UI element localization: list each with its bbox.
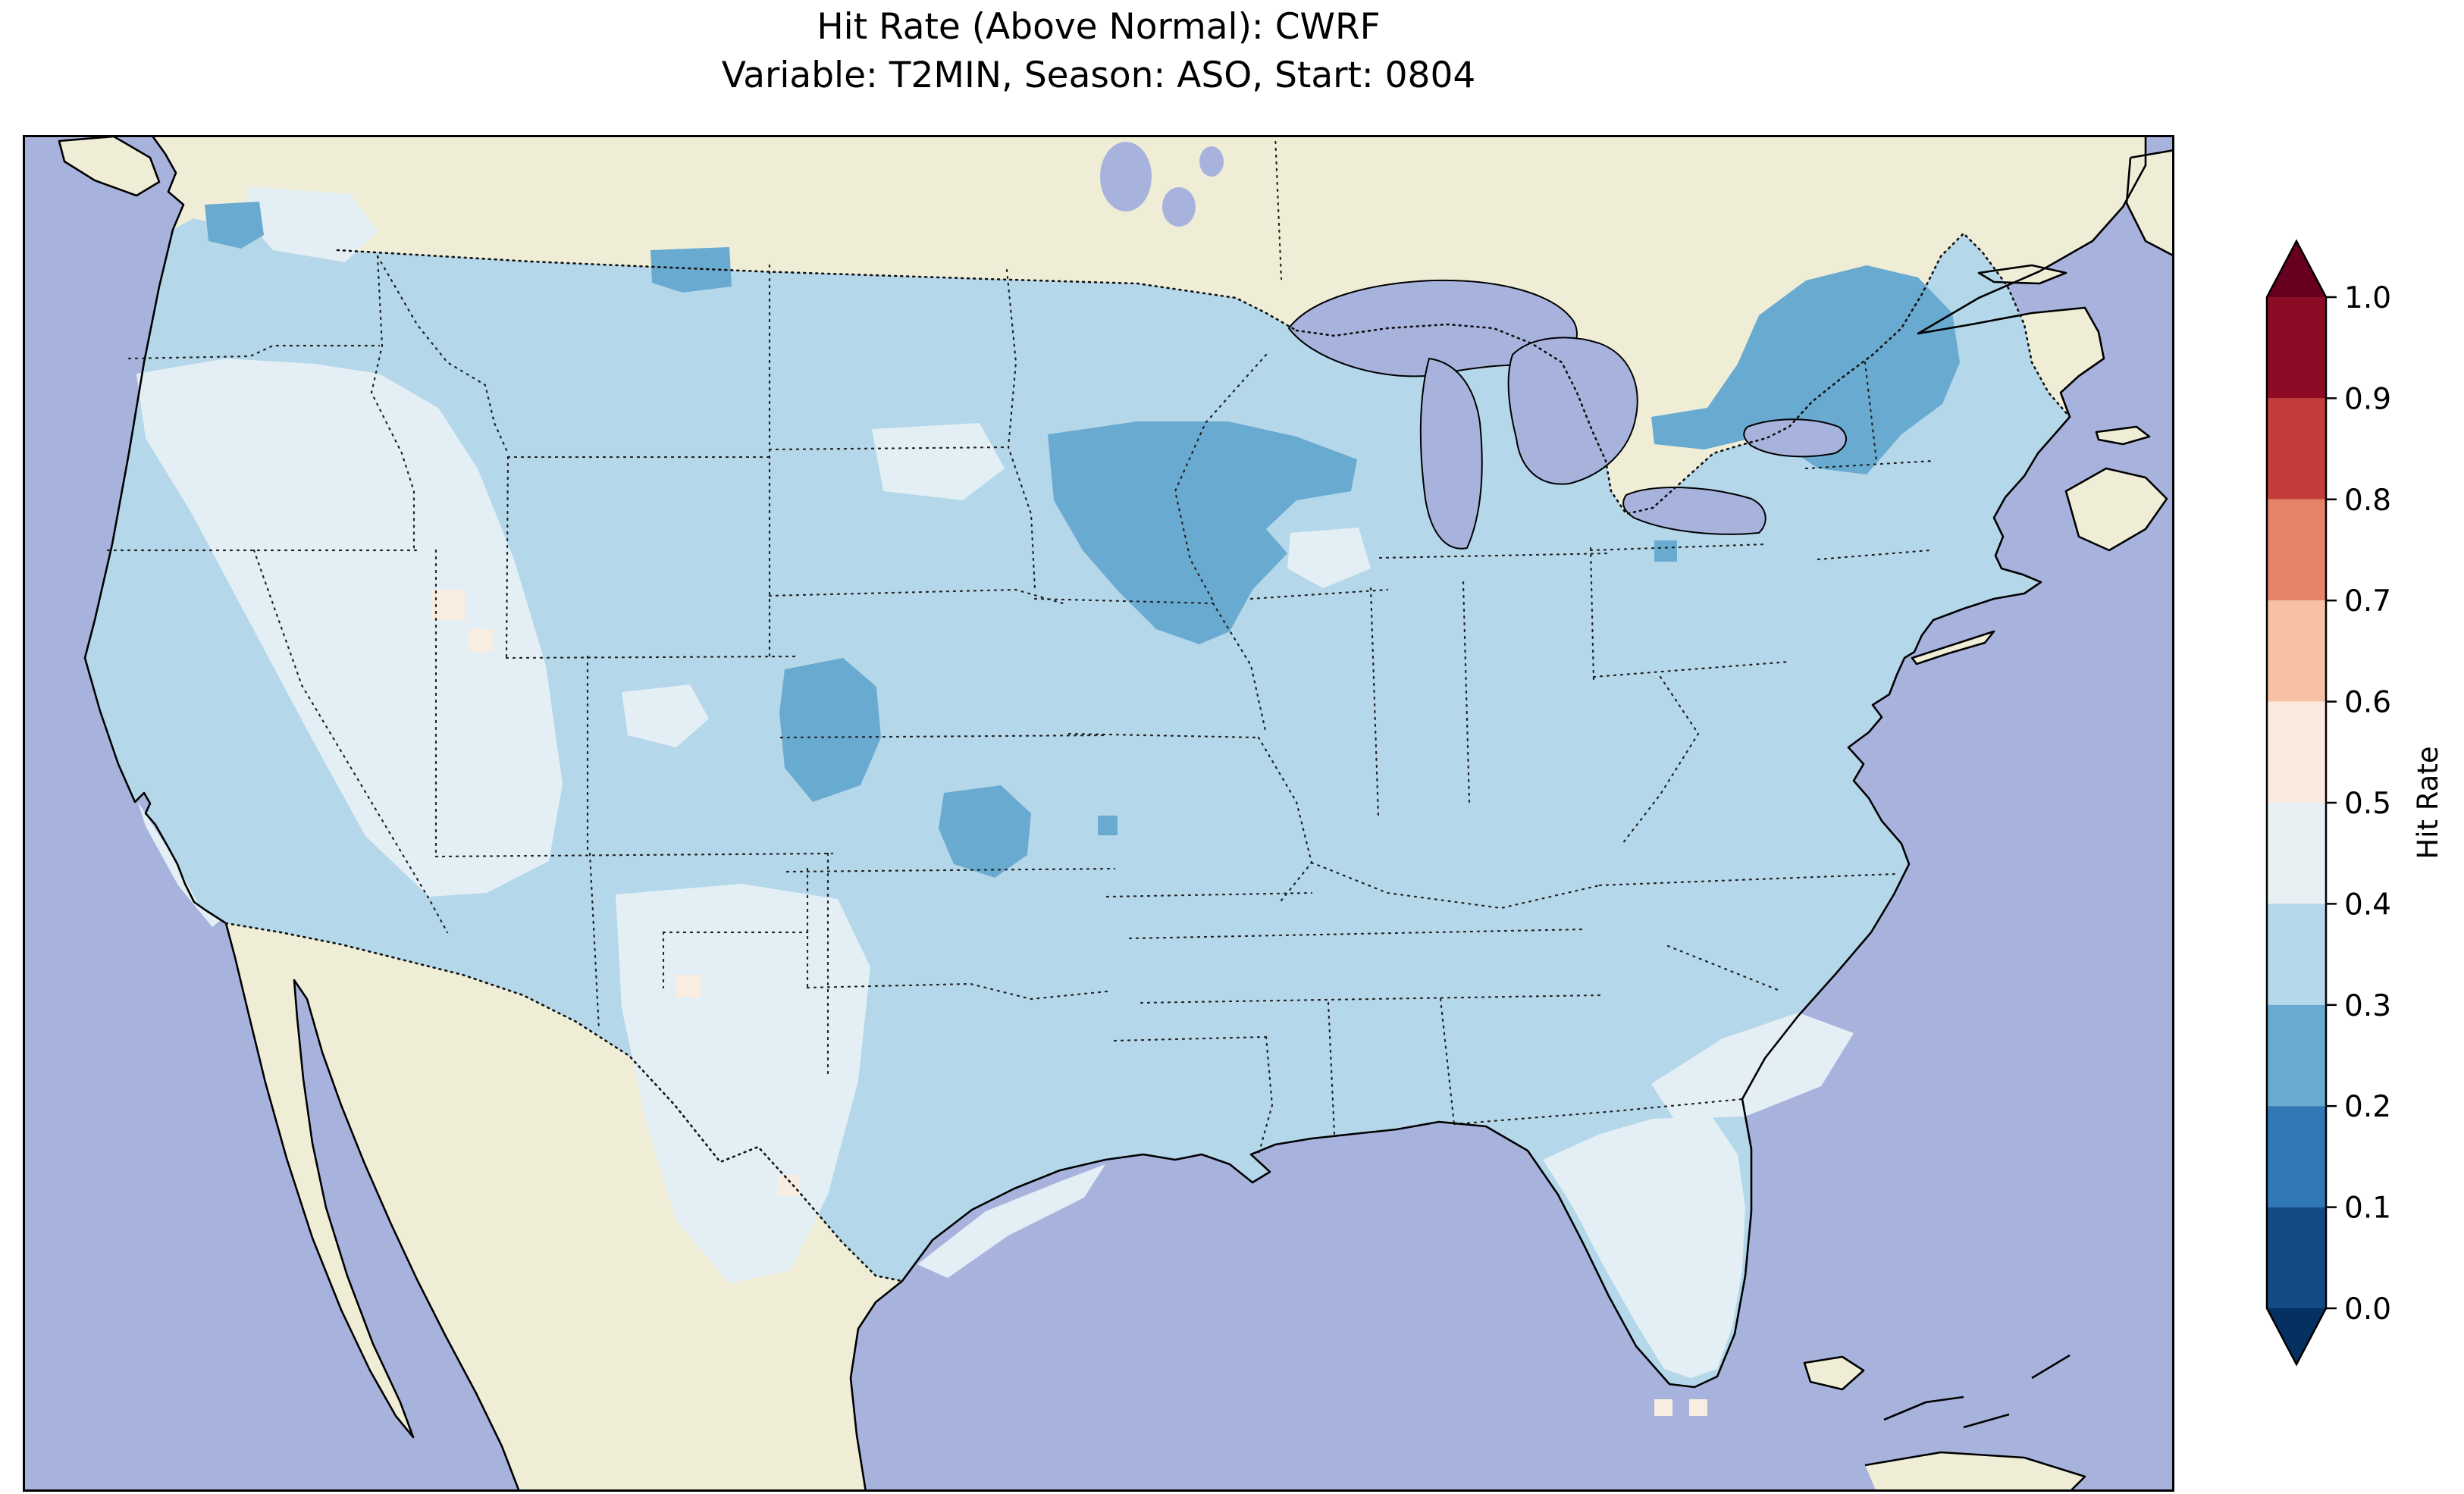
patch-pale-south-dakota bbox=[872, 423, 1005, 500]
cell-white-florida-1 bbox=[1654, 1399, 1672, 1416]
patch-dark-nebraska-kansas bbox=[779, 658, 881, 802]
island-coastlines bbox=[58, 135, 2174, 1492]
colorbar-seg-0p2-0p3 bbox=[2267, 1004, 2326, 1107]
tick-0.2: 0.2 bbox=[2344, 1090, 2391, 1124]
vancouver-island bbox=[59, 136, 159, 196]
data-region-base-0p3-0p4 bbox=[85, 218, 2070, 1387]
colorbar-seg-0p0-0p1 bbox=[2267, 1207, 2326, 1308]
patch-pale-northwest-interior bbox=[244, 186, 378, 262]
cell-white-utah-2 bbox=[469, 629, 493, 652]
international-borders bbox=[224, 232, 2071, 1283]
cuba bbox=[1865, 1452, 2085, 1492]
tick-0.7: 0.7 bbox=[2344, 584, 2391, 619]
lake-of-the-woods bbox=[1100, 142, 1152, 211]
colorbar-extend-above-arrow bbox=[2267, 241, 2326, 297]
state-borders bbox=[106, 135, 1935, 1156]
title-line-1: Hit Rate (Above Normal): CWRF bbox=[817, 6, 1381, 48]
colorbar-seg-0p1-0p2 bbox=[2267, 1106, 2326, 1207]
colorbar-seg-0p9-1p0 bbox=[2267, 297, 2326, 399]
tick-0.4: 0.4 bbox=[2344, 888, 2391, 922]
title-line-2: Variable: T2MIN, Season: ASO, Start: 080… bbox=[721, 55, 1476, 96]
tick-0.9: 0.9 bbox=[2344, 382, 2391, 416]
colorbar-axis-label: Hit Rate bbox=[2412, 746, 2444, 859]
tick-0.8: 0.8 bbox=[2344, 484, 2391, 518]
patch-pale-florida bbox=[1543, 1117, 1745, 1378]
patch-dark-oklahoma bbox=[939, 785, 1031, 878]
colorbar-seg-0p3-0p4 bbox=[2267, 904, 2326, 1005]
colorbar-extend-below-arrow bbox=[2267, 1308, 2326, 1364]
cell-white-south-texas bbox=[777, 1175, 800, 1196]
patch-pale-colorado bbox=[622, 684, 709, 747]
map-frame bbox=[23, 135, 2174, 1492]
cell-dark-pennsylvania bbox=[1654, 540, 1677, 562]
tick-0.3: 0.3 bbox=[2344, 989, 2391, 1023]
patch-dark-montana-north-dakota bbox=[650, 247, 732, 293]
patch-pale-great-basin bbox=[136, 359, 563, 897]
patch-dark-minnesota-iowa bbox=[1048, 421, 1357, 644]
tick-0.0: 0.0 bbox=[2344, 1292, 2391, 1326]
tick-0.6: 0.6 bbox=[2344, 686, 2391, 720]
figure-title: Hit Rate (Above Normal): CWRF Variable: … bbox=[23, 3, 2174, 100]
patch-dark-new-england-new-york bbox=[1651, 265, 1960, 475]
bahamas-island bbox=[1804, 1357, 1864, 1389]
colorbar: 1.0 0.9 0.8 0.7 0.6 0.5 0.4 0.3 0.2 0.1 … bbox=[2265, 239, 2444, 1367]
cell-white-utah-1 bbox=[432, 590, 466, 620]
colorbar-tick-labels: 1.0 0.9 0.8 0.7 0.6 0.5 0.4 0.3 0.2 0.1 … bbox=[2344, 281, 2391, 1326]
canada-border-east bbox=[1295, 232, 2071, 515]
colorbar-seg-0p7-0p8 bbox=[2267, 499, 2326, 601]
patch-pale-southeast-coastal-plain bbox=[1651, 1013, 1854, 1119]
us-hit-rate-map bbox=[23, 135, 2174, 1492]
tick-1.0: 1.0 bbox=[2344, 281, 2391, 315]
patch-pale-texas-gulf-coast bbox=[917, 1164, 1105, 1278]
tick-0.5: 0.5 bbox=[2344, 787, 2391, 821]
colorbar-seg-0p5-0p6 bbox=[2267, 701, 2326, 803]
canada-border-west bbox=[336, 249, 1298, 332]
colorbar-tick-marks bbox=[2326, 296, 2337, 1310]
colorbar-seg-0p6-0p7 bbox=[2267, 600, 2326, 702]
cell-white-florida-2 bbox=[1689, 1399, 1707, 1416]
lake-ontario bbox=[1743, 418, 1847, 458]
lake-michigan bbox=[1419, 357, 1483, 550]
canadian-lake-2 bbox=[1162, 187, 1196, 227]
lake-erie bbox=[1622, 487, 1766, 535]
cell-dark-missouri bbox=[1098, 816, 1118, 835]
lake-huron bbox=[1507, 337, 1638, 485]
colorbar-seg-0p8-0p9 bbox=[2267, 398, 2326, 500]
patch-dark-puget-sound bbox=[205, 202, 264, 249]
nova-scotia bbox=[2066, 468, 2167, 550]
canadian-lake-3 bbox=[1199, 146, 1224, 177]
coastline bbox=[83, 135, 2147, 1492]
cell-white-new-mexico bbox=[676, 975, 701, 998]
long-island bbox=[1912, 631, 1994, 664]
patch-pale-wisconsin bbox=[1287, 528, 1371, 588]
colorbar-seg-0p4-0p5 bbox=[2267, 803, 2326, 904]
tick-0.1: 0.1 bbox=[2344, 1192, 2391, 1226]
